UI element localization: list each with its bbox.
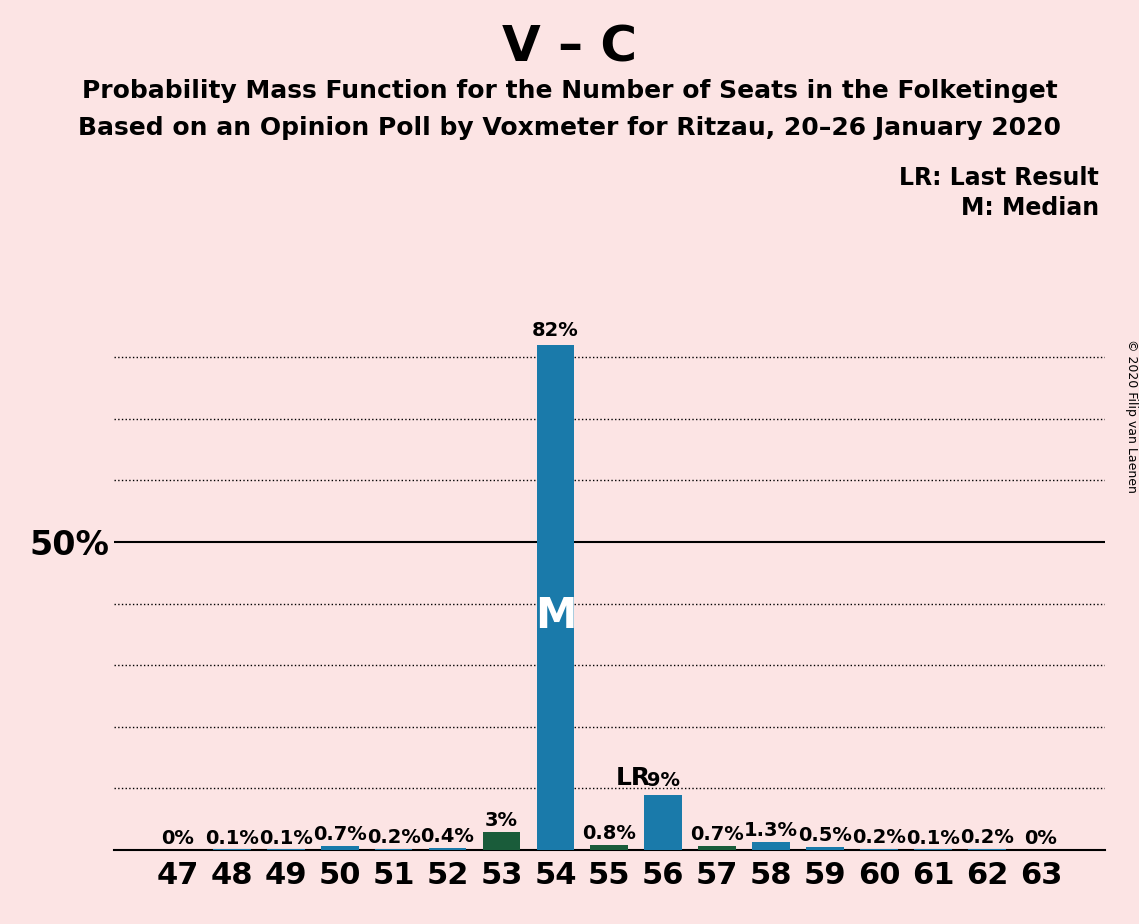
Bar	[968, 849, 1006, 850]
Text: LR: LR	[616, 766, 652, 790]
Text: 9%: 9%	[647, 771, 680, 790]
Bar	[806, 847, 844, 850]
Text: 0.1%: 0.1%	[907, 829, 960, 847]
Text: 82%: 82%	[532, 321, 579, 340]
Text: M: M	[534, 595, 576, 637]
Bar	[590, 845, 629, 850]
Bar	[428, 847, 466, 850]
Text: 0.7%: 0.7%	[313, 825, 367, 844]
Text: © 2020 Filip van Laenen: © 2020 Filip van Laenen	[1124, 339, 1138, 492]
Bar	[483, 832, 521, 850]
Text: 0.2%: 0.2%	[960, 828, 1014, 847]
Text: 0.1%: 0.1%	[205, 829, 259, 847]
Bar	[375, 849, 412, 850]
Text: 0%: 0%	[1024, 829, 1057, 848]
Bar	[753, 842, 790, 850]
Text: 0.2%: 0.2%	[852, 828, 906, 847]
Text: 0.7%: 0.7%	[690, 825, 744, 844]
Text: M: Median: M: Median	[961, 196, 1099, 220]
Text: V – C: V – C	[502, 23, 637, 71]
Bar	[698, 845, 736, 850]
Bar	[536, 345, 574, 850]
Bar	[321, 845, 359, 850]
Text: 0.5%: 0.5%	[798, 826, 852, 845]
Text: 0.8%: 0.8%	[582, 824, 637, 844]
Text: Based on an Opinion Poll by Voxmeter for Ritzau, 20–26 January 2020: Based on an Opinion Poll by Voxmeter for…	[77, 116, 1062, 140]
Text: 1.3%: 1.3%	[744, 821, 798, 840]
Text: Probability Mass Function for the Number of Seats in the Folketinget: Probability Mass Function for the Number…	[82, 79, 1057, 103]
Text: 3%: 3%	[485, 810, 518, 830]
Text: 0.1%: 0.1%	[259, 829, 312, 847]
Text: 0.2%: 0.2%	[367, 828, 420, 847]
Text: 0%: 0%	[162, 829, 195, 848]
Bar	[860, 849, 898, 850]
Text: LR: Last Result: LR: Last Result	[900, 166, 1099, 190]
Text: 0.4%: 0.4%	[420, 827, 475, 845]
Bar	[645, 795, 682, 850]
